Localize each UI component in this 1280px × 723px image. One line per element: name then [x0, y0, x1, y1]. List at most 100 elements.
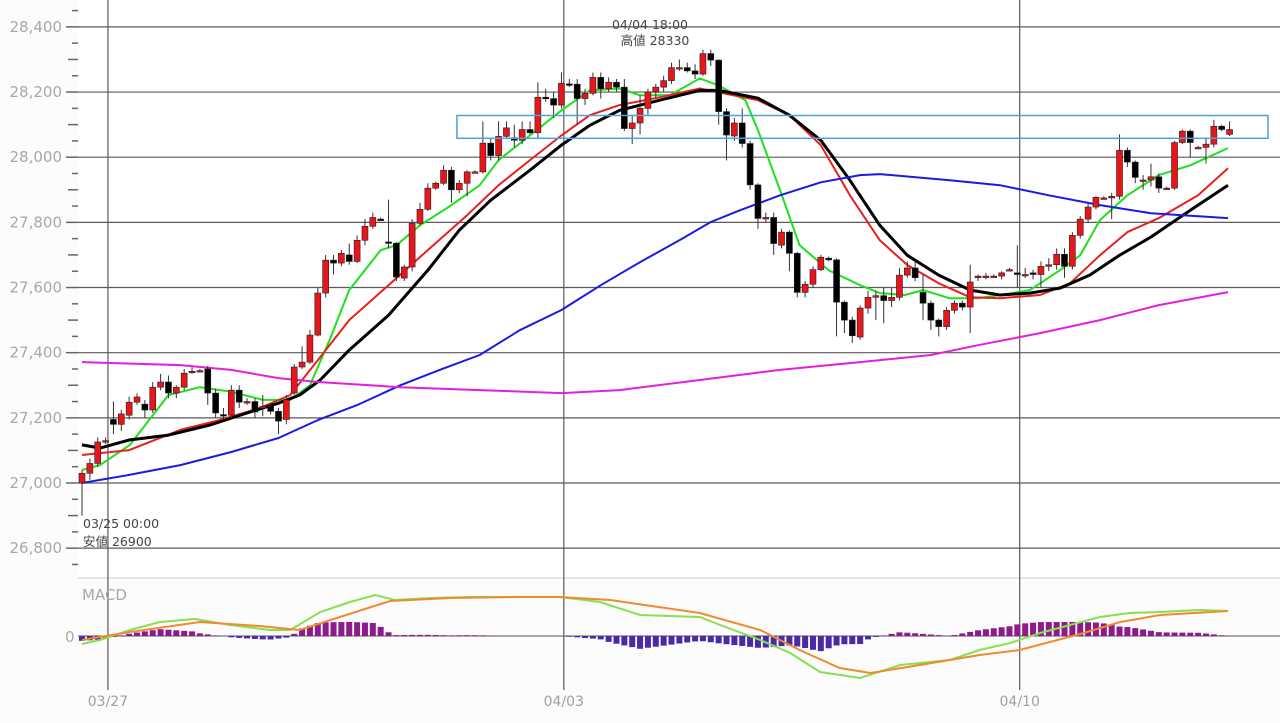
candle-body-up: [283, 399, 290, 420]
macd-histogram-bar: [424, 634, 431, 636]
macd-histogram-bar: [173, 630, 180, 636]
candle-body-down: [880, 295, 888, 301]
macd-histogram-bar: [322, 622, 329, 636]
candle: [809, 266, 817, 288]
candle: [573, 79, 581, 125]
candle: [1084, 202, 1092, 223]
candle-body-up: [353, 239, 361, 262]
candle-body-up: [1045, 264, 1053, 267]
candle: [707, 49, 715, 66]
candle: [1045, 258, 1053, 272]
candle-body-down: [770, 217, 777, 244]
candle: [660, 75, 667, 93]
candle: [762, 212, 770, 223]
candle-body-up: [1053, 253, 1060, 266]
macd-histogram-bar: [912, 633, 919, 636]
macd-histogram-bar: [244, 636, 251, 639]
candle-body-down: [959, 302, 966, 308]
candle: [613, 79, 620, 93]
candle-body-up: [338, 253, 345, 264]
candle: [644, 88, 652, 115]
candle-body-up: [1147, 176, 1155, 181]
macd-histogram-bar: [825, 636, 832, 649]
candle: [919, 274, 927, 321]
candle-body-down: [448, 169, 455, 191]
candle-body-up: [1163, 187, 1170, 190]
macd-histogram-bar: [872, 636, 879, 637]
resistance-zone: [456, 114, 1269, 140]
macd-histogram-bar: [841, 636, 848, 645]
candle-body-up: [1092, 196, 1100, 208]
candle: [589, 72, 597, 96]
candle: [982, 272, 990, 280]
candle-body-down: [212, 392, 219, 414]
candle-body-down: [1218, 125, 1225, 130]
candle: [361, 219, 369, 246]
candle-body-up: [864, 296, 872, 309]
candle: [558, 72, 565, 109]
candle-body-down: [793, 253, 801, 293]
macd-histogram-bar: [157, 629, 164, 636]
macd-histogram-bar: [1006, 626, 1013, 636]
candle-body-up: [118, 413, 125, 425]
high-annotation-value: 高値 28330: [621, 33, 690, 48]
candle: [204, 365, 212, 405]
candle: [786, 230, 793, 272]
candle: [479, 121, 487, 174]
candle-body-up: [605, 81, 612, 90]
macd-histogram-bar: [951, 635, 958, 636]
candle-body-up: [558, 82, 565, 106]
macd-histogram-bar: [833, 636, 840, 646]
candle-body-up: [676, 67, 683, 70]
macd-histogram-bar: [149, 630, 156, 636]
candle-body-up: [809, 269, 817, 285]
candle: [283, 395, 290, 425]
candle-body-up: [400, 266, 408, 279]
macd-histogram-bar: [1085, 622, 1092, 636]
candle-body-down: [927, 302, 935, 321]
x-tick-label: 04/10: [1000, 694, 1040, 710]
candle: [935, 318, 943, 337]
candle: [173, 385, 180, 399]
candle: [369, 212, 377, 229]
candle-body-up: [951, 302, 958, 311]
candle: [652, 83, 660, 99]
candle-body-down: [754, 184, 762, 219]
candle-body-up: [290, 366, 298, 394]
macd-histogram-bar: [597, 636, 604, 640]
candle: [228, 385, 235, 418]
candle: [1076, 215, 1084, 239]
candle-body-down: [723, 111, 730, 136]
candle: [841, 300, 848, 334]
macd-histogram-bar: [880, 635, 887, 636]
candle-body-down: [235, 389, 243, 403]
candle-body-up: [416, 209, 424, 224]
candle-body-down: [566, 83, 573, 86]
candle-body-up: [888, 296, 895, 301]
candle: [1139, 175, 1147, 190]
candle: [1124, 147, 1131, 167]
candle: [322, 254, 329, 298]
macd-histogram-bar: [283, 636, 290, 638]
macd-histogram-bar: [212, 635, 219, 636]
candle: [911, 261, 919, 282]
macd-histogram-bar: [566, 636, 573, 637]
macd-histogram-bar: [731, 636, 738, 646]
candle-body-up: [78, 472, 86, 484]
macd-histogram-bar: [589, 636, 596, 639]
macd-histogram-bar: [1077, 621, 1084, 636]
candle-body-up: [125, 401, 133, 416]
candle: [888, 287, 895, 308]
candle: [731, 118, 738, 141]
candle: [825, 256, 833, 262]
macd-histogram-bar: [1022, 623, 1029, 636]
macd-histogram-bar: [865, 636, 871, 640]
macd-histogram-bar: [888, 633, 895, 636]
candle: [110, 401, 117, 435]
macd-histogram-bar: [786, 636, 793, 646]
macd-histogram-bar: [920, 633, 927, 636]
macd-histogram-bar: [134, 632, 141, 636]
macd-histogram-bar: [723, 636, 730, 645]
candle-body-up: [731, 122, 738, 137]
candle: [668, 62, 675, 84]
